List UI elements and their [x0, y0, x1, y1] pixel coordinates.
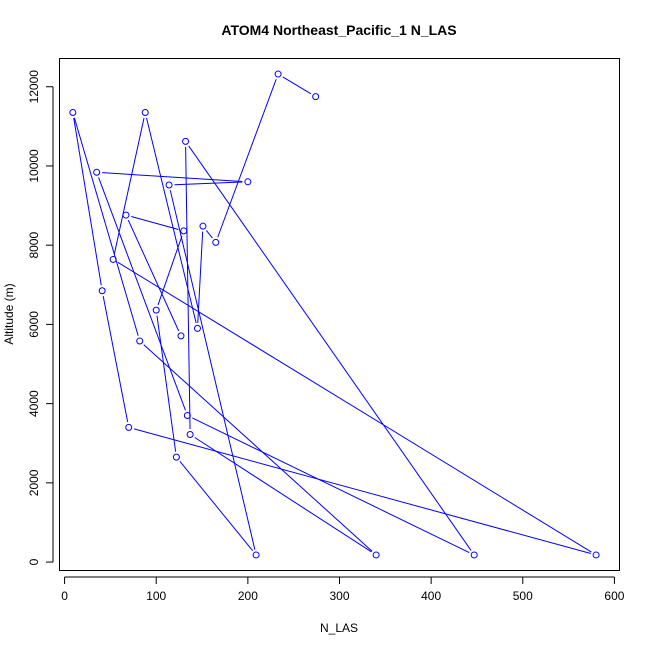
data-point	[186, 431, 194, 439]
y-tick-label: 0	[27, 558, 41, 565]
series-segment	[197, 231, 204, 323]
series-segment	[205, 230, 213, 239]
data-point	[109, 255, 117, 263]
data-point	[165, 181, 173, 189]
data-point	[274, 70, 282, 78]
series-segment	[192, 417, 470, 553]
x-tick-label: 300	[329, 589, 349, 603]
data-point	[122, 211, 130, 219]
series-segment	[102, 172, 243, 182]
series-segment	[169, 190, 256, 550]
series-segment	[143, 344, 373, 552]
data-point	[141, 108, 149, 116]
data-point	[372, 551, 380, 559]
series-segment	[194, 437, 372, 553]
series-segment	[113, 117, 145, 255]
data-point	[98, 287, 106, 295]
data-point	[212, 238, 220, 246]
y-axis: 0 2000 4000 6000 8000 10000 12000	[27, 70, 54, 565]
data-point	[180, 227, 188, 235]
x-axis: 0 100 200 300 400 500 600	[61, 576, 625, 603]
x-tick-label: 400	[421, 589, 441, 603]
chart-title: ATOM4 Northeast_Pacific_1 N_LAS	[221, 22, 456, 38]
series-segment	[174, 181, 243, 186]
data-point	[193, 324, 201, 332]
series-segment	[98, 177, 186, 411]
y-axis-label: Altitude (m)	[2, 283, 16, 344]
series-segment	[102, 296, 129, 423]
data-point	[244, 178, 252, 186]
x-tick-label: 100	[146, 589, 166, 603]
y-tick-label: 2000	[27, 469, 41, 496]
data-point	[470, 551, 478, 559]
data-point	[69, 108, 77, 116]
data-point	[93, 168, 101, 176]
x-tick-label: 500	[513, 589, 533, 603]
plot-frame	[59, 58, 620, 571]
x-tick-label: 200	[238, 589, 258, 603]
x-tick-label: 600	[604, 589, 624, 603]
series-segment	[133, 428, 591, 554]
data-point	[125, 423, 133, 431]
data-point	[177, 332, 185, 340]
y-tick-label: 6000	[27, 311, 41, 338]
data-point	[172, 453, 180, 461]
series-segment	[127, 219, 180, 332]
series-segment	[179, 461, 254, 551]
data-point	[182, 137, 190, 145]
series-segment	[217, 79, 277, 238]
series-segment	[185, 146, 191, 430]
data-point	[183, 412, 191, 420]
data-point	[252, 551, 260, 559]
x-tick-label: 0	[61, 589, 68, 603]
data-point	[152, 306, 160, 314]
series-segment	[131, 216, 179, 230]
data-point	[199, 222, 207, 230]
series-segment	[188, 145, 472, 551]
y-tick-label: 10000	[27, 149, 41, 183]
series-segment	[73, 117, 139, 336]
series-segment	[146, 117, 197, 324]
y-tick-label: 12000	[27, 70, 41, 104]
series-segment	[282, 76, 312, 95]
series-segment	[73, 117, 102, 286]
series-segment	[156, 315, 177, 452]
data-point	[592, 551, 600, 559]
y-tick-label: 8000	[27, 232, 41, 259]
y-tick-label: 4000	[27, 390, 41, 417]
data-point	[312, 93, 320, 101]
x-axis-label: N_LAS	[320, 621, 358, 635]
data-point	[136, 337, 144, 345]
series-layer	[69, 70, 600, 559]
series-segment	[117, 261, 592, 553]
